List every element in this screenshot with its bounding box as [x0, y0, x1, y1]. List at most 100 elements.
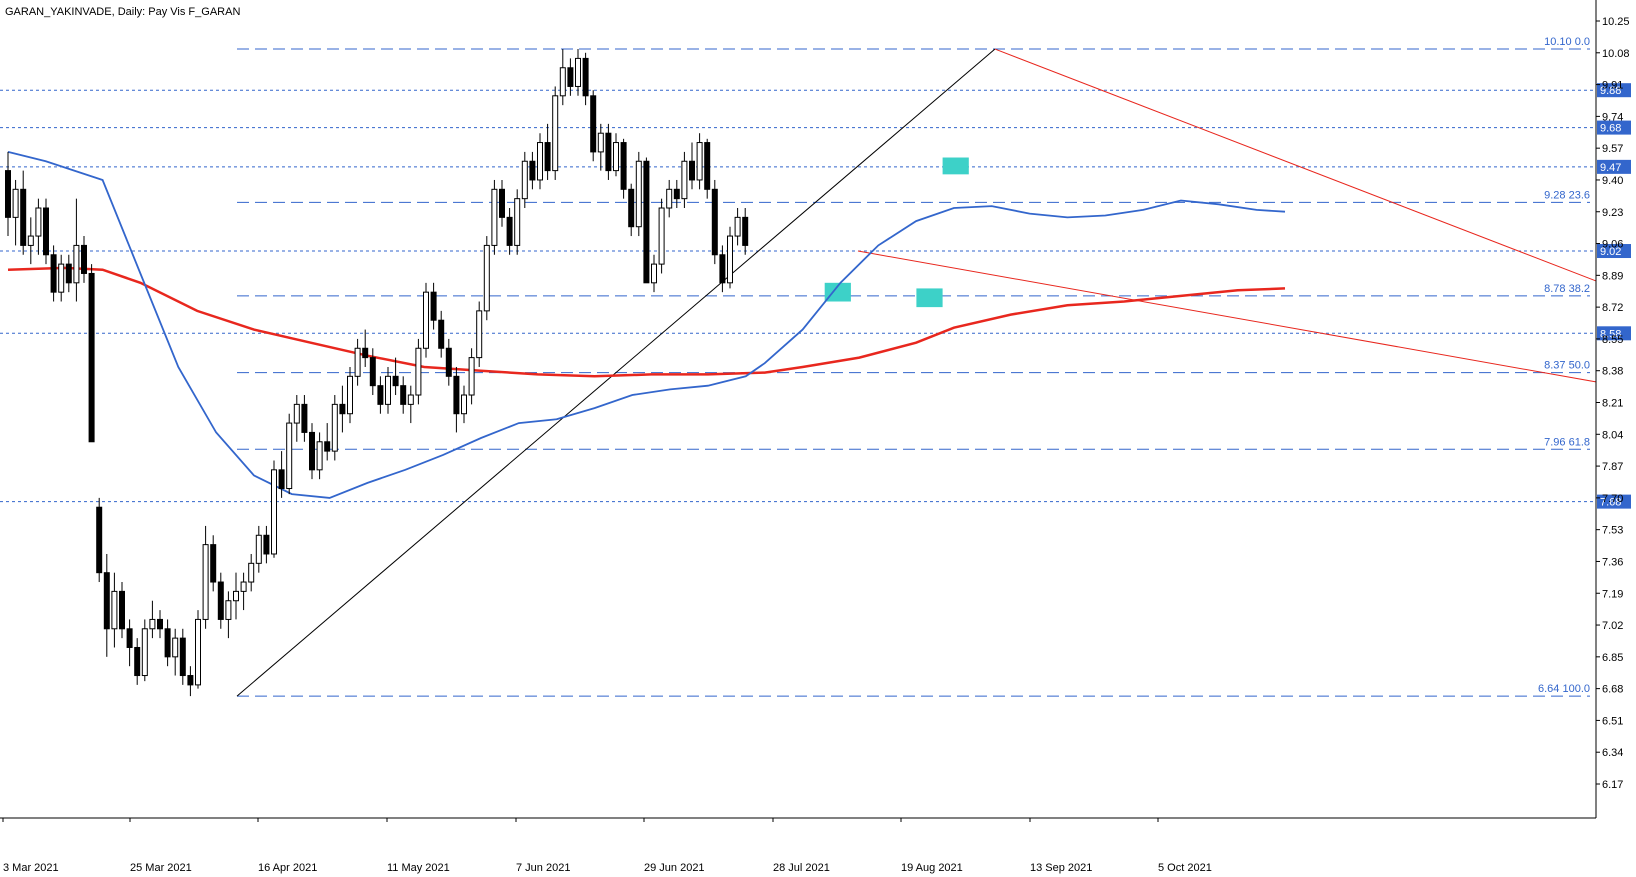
- fib-label-2: 8.78 38.2: [1544, 283, 1590, 295]
- candle: [407, 385, 414, 424]
- candle: [514, 189, 521, 255]
- candle: [605, 123, 612, 180]
- y-tick-label-11: 8.38: [1602, 366, 1623, 378]
- fib-label-5: 6.64 100.0: [1538, 683, 1590, 695]
- y-tick-label-8: 8.89: [1602, 270, 1623, 282]
- indicator-text: Pay Vis F_GARAN: [148, 6, 240, 18]
- candle: [613, 133, 619, 177]
- candle: [225, 591, 232, 639]
- candle: [491, 179, 498, 255]
- candle: [673, 179, 680, 209]
- y-tick-label-15: 7.70: [1602, 493, 1623, 505]
- candle: [620, 138, 627, 199]
- candle: [324, 423, 331, 461]
- hline-badge-5: [1597, 494, 1631, 509]
- y-tick-label-7: 9.06: [1602, 239, 1623, 251]
- y-tick-label-10: 8.55: [1602, 334, 1623, 346]
- candle: [103, 553, 110, 657]
- candle: [400, 376, 407, 414]
- hline-badge-4: [1597, 326, 1631, 341]
- trendline-0: [236, 48, 996, 697]
- candle: [119, 582, 125, 639]
- candle: [483, 236, 490, 321]
- fib-label-3: 8.37 50.0: [1544, 360, 1590, 372]
- y-tick-label-16: 7.53: [1602, 525, 1623, 537]
- candle: [331, 395, 338, 461]
- candle: [635, 151, 642, 237]
- candle: [628, 183, 635, 237]
- hline-badge-2: [1597, 159, 1631, 174]
- candle: [423, 282, 429, 358]
- y-tick-label-21: 6.68: [1602, 684, 1623, 696]
- y-tick-label-9: 8.72: [1602, 302, 1623, 314]
- hline-label-2: 9.47: [1600, 162, 1621, 174]
- y-tick-label-13: 8.04: [1602, 429, 1623, 441]
- y-tick-label-22: 6.51: [1602, 715, 1623, 727]
- candle: [445, 338, 452, 386]
- ma-fast-line: [7, 151, 1286, 499]
- candle: [27, 217, 34, 265]
- trendlines: [236, 48, 1597, 697]
- candle: [438, 310, 445, 358]
- candle: [43, 198, 49, 265]
- candle: [575, 49, 581, 96]
- x-tick-label-8: 13 Sep 2021: [1030, 862, 1092, 874]
- x-tick-label-3: 11 May 2021: [387, 862, 450, 874]
- candle: [499, 179, 505, 227]
- candle: [12, 179, 19, 246]
- y-tick-label-3: 9.74: [1602, 111, 1623, 123]
- candle: [73, 198, 80, 302]
- candle: [210, 535, 217, 592]
- y-tick-label-0: 10.25: [1602, 16, 1630, 28]
- candle: [468, 348, 475, 405]
- candle: [248, 553, 255, 592]
- candle: [727, 226, 733, 289]
- highlight-box-2: [942, 157, 969, 175]
- candle: [240, 572, 247, 611]
- candle: [369, 348, 376, 396]
- candle: [651, 254, 657, 293]
- fib-label-4: 7.96 61.8: [1544, 436, 1590, 448]
- hline-label-5: 7.68: [1600, 497, 1621, 509]
- candle: [35, 198, 42, 255]
- x-tick-label-4: 7 Jun 2021: [516, 862, 570, 874]
- candle: [567, 58, 574, 96]
- candle: [141, 619, 148, 682]
- candle: [316, 432, 323, 480]
- candle: [529, 151, 536, 190]
- candle: [217, 572, 224, 629]
- candle: [597, 123, 604, 171]
- moving-averages: [7, 151, 1286, 499]
- candle: [126, 619, 133, 667]
- trendline-1: [994, 48, 1597, 282]
- candle: [385, 366, 391, 414]
- candle: [643, 157, 650, 284]
- candles: [5, 49, 749, 697]
- candle: [590, 90, 597, 162]
- candle: [301, 395, 308, 442]
- hline-label-1: 9.68: [1600, 123, 1621, 135]
- candle: [476, 301, 483, 367]
- candle: [362, 329, 369, 367]
- candle: [582, 52, 589, 106]
- candle: [164, 619, 171, 667]
- hline-label-3: 9.02: [1600, 246, 1621, 258]
- candle: [5, 151, 11, 237]
- candle: [658, 198, 665, 274]
- candle: [681, 151, 688, 209]
- candle: [233, 572, 239, 620]
- x-tick-label-7: 19 Aug 2021: [901, 862, 963, 874]
- candle: [179, 628, 186, 685]
- candle: [666, 179, 673, 218]
- y-tick-label-4: 9.57: [1602, 143, 1623, 155]
- x-tick-label-5: 29 Jun 2021: [644, 862, 705, 874]
- ma-slow-line: [7, 266, 1286, 378]
- candle: [58, 254, 65, 302]
- candle: [172, 628, 179, 676]
- x-tick-label-0: 3 Mar 2021: [3, 862, 59, 874]
- candle: [734, 208, 741, 246]
- candle: [704, 138, 711, 199]
- hline-label-0: 9.88: [1600, 85, 1621, 97]
